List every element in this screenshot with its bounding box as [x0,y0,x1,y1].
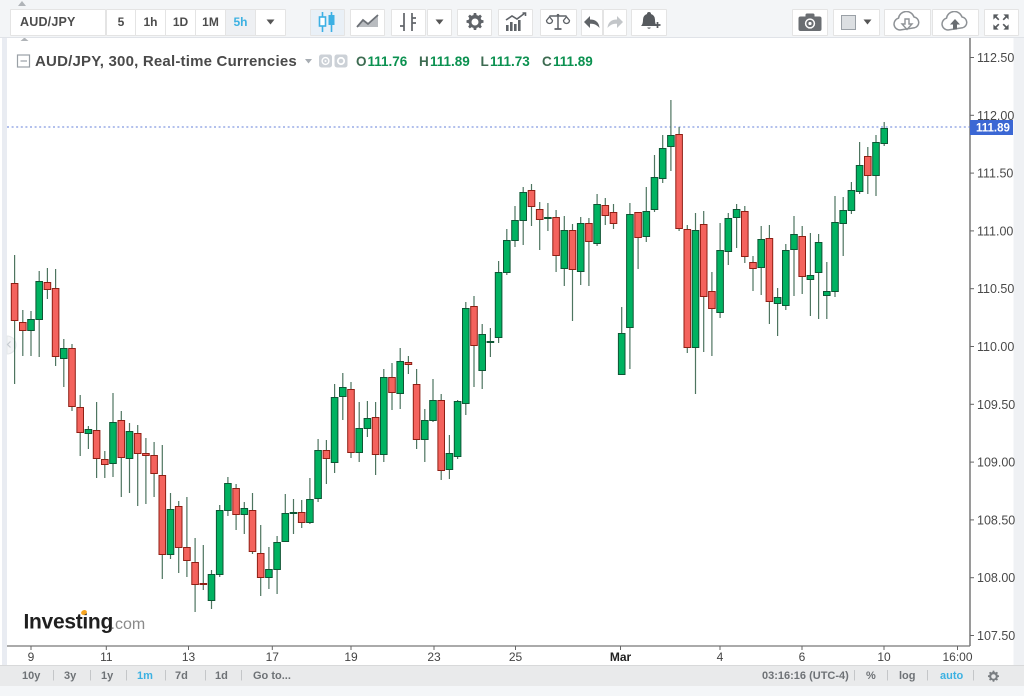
svg-text:9: 9 [28,650,35,664]
svg-text:25: 25 [509,650,523,664]
svg-text:.com: .com [111,616,146,633]
svg-text:C: C [542,54,552,69]
svg-text:111.89: 111.89 [553,54,593,69]
svg-text:112.00: 112.00 [977,109,1014,123]
svg-text:11: 11 [100,650,113,664]
svg-text:109.50: 109.50 [977,398,1015,412]
svg-text:110.00: 110.00 [977,340,1014,354]
svg-text:111.00: 111.00 [977,224,1013,238]
svg-text:23: 23 [427,650,441,664]
svg-text:Investing: Investing [24,611,113,634]
svg-text:AUD/JPY, 300, Real-time Curren: AUD/JPY, 300, Real-time Currencies [35,53,297,70]
svg-text:108.00: 108.00 [977,571,1015,585]
svg-text:112.50: 112.50 [977,51,1014,65]
svg-text:110.50: 110.50 [977,282,1014,296]
svg-text:107.50: 107.50 [977,629,1015,643]
svg-text:H: H [419,54,429,69]
svg-text:111.76: 111.76 [368,54,408,69]
svg-text:19: 19 [344,650,358,664]
svg-text:13: 13 [182,650,196,664]
svg-text:111.50: 111.50 [977,167,1013,181]
svg-text:10: 10 [877,650,891,664]
svg-text:6: 6 [799,650,806,664]
svg-text:111.89: 111.89 [976,123,1010,135]
svg-text:O: O [356,54,367,69]
svg-text:17: 17 [266,650,280,664]
svg-text:111.73: 111.73 [490,54,530,69]
svg-text:Mar: Mar [610,650,632,664]
svg-text:111.89: 111.89 [430,54,470,69]
svg-text:4: 4 [717,650,724,664]
svg-text:16:00: 16:00 [942,650,972,664]
svg-text:109.00: 109.00 [977,456,1015,470]
svg-text:108.50: 108.50 [977,513,1015,527]
svg-text:L: L [481,54,489,69]
